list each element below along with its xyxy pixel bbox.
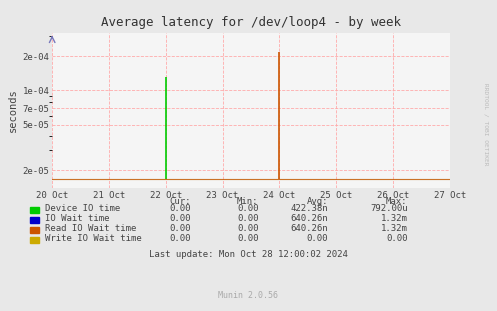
Text: RRDTOOL / TOBI OETIKER: RRDTOOL / TOBI OETIKER bbox=[484, 83, 489, 166]
Text: Read IO Wait time: Read IO Wait time bbox=[45, 225, 136, 233]
Text: 792.00u: 792.00u bbox=[370, 205, 408, 213]
Text: 0.00: 0.00 bbox=[386, 234, 408, 243]
Text: 640.26n: 640.26n bbox=[290, 225, 328, 233]
Text: 422.38n: 422.38n bbox=[290, 205, 328, 213]
Text: Last update: Mon Oct 28 12:00:02 2024: Last update: Mon Oct 28 12:00:02 2024 bbox=[149, 250, 348, 259]
Text: Avg:: Avg: bbox=[307, 197, 328, 207]
Text: 0.00: 0.00 bbox=[170, 205, 191, 213]
Text: Cur:: Cur: bbox=[170, 197, 191, 207]
Title: Average latency for /dev/loop4 - by week: Average latency for /dev/loop4 - by week bbox=[101, 16, 401, 29]
Text: 1.32m: 1.32m bbox=[381, 215, 408, 223]
Text: 0.00: 0.00 bbox=[237, 215, 258, 223]
Text: 0.00: 0.00 bbox=[237, 205, 258, 213]
Text: Min:: Min: bbox=[237, 197, 258, 207]
Text: 0.00: 0.00 bbox=[170, 225, 191, 233]
Text: 0.00: 0.00 bbox=[237, 225, 258, 233]
Text: 0.00: 0.00 bbox=[170, 234, 191, 243]
Text: 0.00: 0.00 bbox=[237, 234, 258, 243]
Text: 0.00: 0.00 bbox=[170, 215, 191, 223]
Text: Max:: Max: bbox=[386, 197, 408, 207]
Text: 0.00: 0.00 bbox=[307, 234, 328, 243]
Text: 640.26n: 640.26n bbox=[290, 215, 328, 223]
Text: Write IO Wait time: Write IO Wait time bbox=[45, 234, 142, 243]
Text: Device IO time: Device IO time bbox=[45, 205, 120, 213]
Text: IO Wait time: IO Wait time bbox=[45, 215, 109, 223]
Text: Munin 2.0.56: Munin 2.0.56 bbox=[219, 291, 278, 300]
Text: 1.32m: 1.32m bbox=[381, 225, 408, 233]
Y-axis label: seconds: seconds bbox=[8, 89, 18, 132]
